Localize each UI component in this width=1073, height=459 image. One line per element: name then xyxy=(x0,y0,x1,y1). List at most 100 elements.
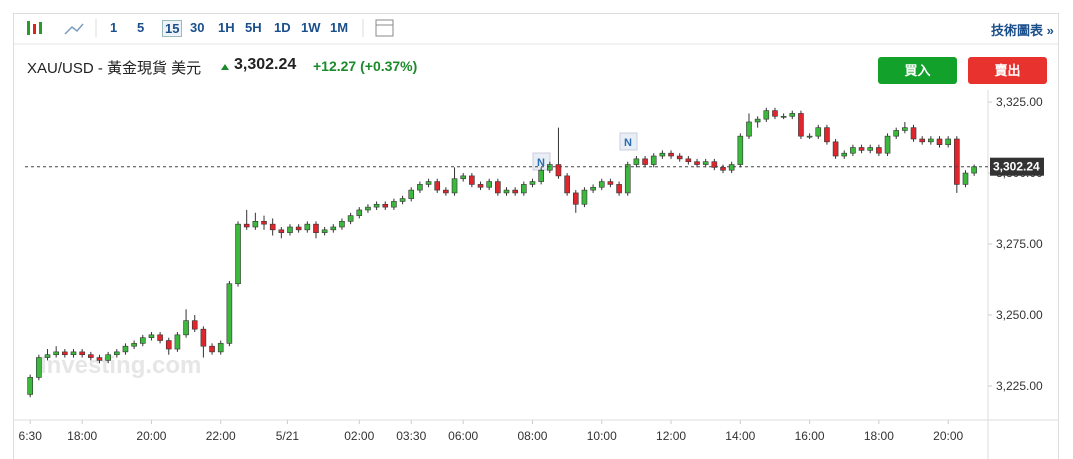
candle-body xyxy=(928,138,934,143)
y-tick-label: 3,275.00 xyxy=(996,237,1043,251)
x-tick-label: 18:00 xyxy=(67,429,97,443)
x-tick-label: 06:00 xyxy=(448,429,478,443)
candle-body xyxy=(642,158,648,165)
candle-body xyxy=(824,127,830,143)
candle-body xyxy=(373,203,380,208)
candle-body xyxy=(954,138,960,185)
candle-body xyxy=(131,343,137,347)
interval-button[interactable]: 5 xyxy=(137,20,145,35)
candle-body xyxy=(555,164,562,177)
candle-body xyxy=(607,181,614,185)
candle-body xyxy=(53,351,59,356)
candle-body xyxy=(417,184,423,191)
candle-body xyxy=(157,334,163,341)
candle-body xyxy=(538,169,544,182)
candle-body xyxy=(806,135,813,138)
candle-body xyxy=(832,141,839,157)
candle-body xyxy=(763,110,770,120)
x-tick-label: 16:00 xyxy=(795,429,825,443)
price-change: +12.27 (+0.37%) xyxy=(313,58,418,74)
interval-button[interactable]: 1M xyxy=(330,20,349,35)
candle-body xyxy=(694,161,700,165)
x-tick-label: 20:00 xyxy=(136,429,166,443)
candle-body xyxy=(451,178,458,194)
candle-body xyxy=(720,167,726,171)
news-markers: N N xyxy=(532,132,638,171)
y-tick-label: 3,325.00 xyxy=(996,95,1043,109)
candle-body xyxy=(382,203,389,208)
candle-body xyxy=(252,221,259,228)
candle-body xyxy=(676,155,683,160)
candle-body xyxy=(884,135,891,154)
x-tick-label: 18:00 xyxy=(864,429,894,443)
candle-body xyxy=(105,354,111,361)
candle-body xyxy=(217,343,224,353)
candle-body xyxy=(668,152,674,157)
candle-body xyxy=(936,138,943,145)
candle-body xyxy=(659,152,666,157)
candle-body xyxy=(235,223,241,285)
candle-body xyxy=(356,209,363,216)
interval-button[interactable]: 1D xyxy=(274,20,291,35)
candle-body xyxy=(425,181,432,185)
candle-body xyxy=(581,189,588,205)
sell-button[interactable]: 賣出 xyxy=(968,57,1047,84)
candle-body xyxy=(330,226,337,231)
candle-body xyxy=(460,175,466,180)
candle-body xyxy=(945,138,951,145)
candle-body xyxy=(919,138,925,143)
candle-body xyxy=(269,223,276,231)
instrument-title: XAU/USD - 黃金現貨 美元 xyxy=(27,60,202,77)
candle-body xyxy=(443,189,449,194)
candle-body xyxy=(564,175,570,194)
candle-body xyxy=(88,354,94,358)
buy-button[interactable]: 買入 xyxy=(878,57,957,84)
candle-body xyxy=(876,147,882,154)
candle-body xyxy=(711,161,718,168)
x-tick-label: 02:00 xyxy=(344,429,374,443)
candle-body xyxy=(702,161,709,165)
x-tick-label: 14:00 xyxy=(725,429,755,443)
candle-body xyxy=(62,351,68,356)
x-tick-label: 20:00 xyxy=(933,429,963,443)
toolbar-icons xyxy=(27,19,394,37)
y-tick-label: 3,225.00 xyxy=(996,379,1043,393)
candle-body xyxy=(365,206,371,211)
interval-button[interactable]: 15 xyxy=(162,20,183,37)
candle-body xyxy=(339,221,345,228)
candle-body xyxy=(495,181,501,194)
interval-button[interactable]: 5H xyxy=(245,20,262,35)
candle-body xyxy=(399,198,406,202)
interval-button[interactable]: 30 xyxy=(190,20,205,35)
y-tick-label: 3,250.00 xyxy=(996,308,1043,322)
candle-body xyxy=(200,328,207,347)
candle-body xyxy=(469,175,475,185)
x-tick-label: 5/21 xyxy=(276,429,300,443)
candle-body xyxy=(287,226,293,233)
full-chart-link[interactable]: 技術圖表 » xyxy=(991,23,1054,38)
candle-body xyxy=(191,320,198,330)
candle-body xyxy=(261,221,267,225)
interval-button[interactable]: 1H xyxy=(218,20,235,35)
candle-body xyxy=(858,147,865,151)
candle-body xyxy=(572,192,579,205)
price-label-box xyxy=(990,157,1044,176)
candle-body xyxy=(616,184,622,194)
x-tick-label: 6:30 xyxy=(19,429,43,443)
x-tick-label: 22:00 xyxy=(206,429,236,443)
candle-body xyxy=(850,147,856,154)
candle-body xyxy=(79,351,85,356)
interval-button[interactable]: 1W xyxy=(301,20,321,35)
interval-button[interactable]: 1 xyxy=(110,20,118,35)
candle-body xyxy=(737,135,744,165)
candle-body xyxy=(867,147,874,151)
candle-body xyxy=(477,184,484,188)
candle-body xyxy=(590,186,596,191)
candle-body xyxy=(27,377,33,395)
candle-body xyxy=(971,166,977,174)
candle-body xyxy=(503,189,510,194)
candle-body xyxy=(347,215,354,222)
candle-body xyxy=(893,130,900,137)
candle-body xyxy=(434,181,441,191)
